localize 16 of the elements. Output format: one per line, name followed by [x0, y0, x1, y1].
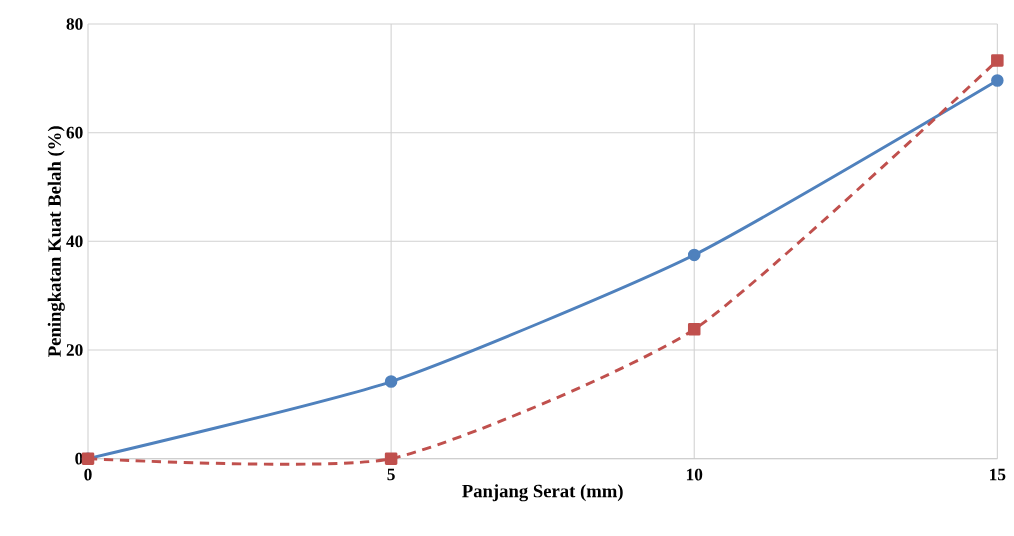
point	[991, 74, 1004, 87]
point	[991, 54, 1004, 67]
point	[687, 248, 701, 262]
y-axis-title: Peningkatan Kuat Belah (%)	[47, 126, 65, 357]
x-tick-label: 0	[84, 468, 92, 481]
y-tick-label: 80	[66, 18, 83, 30]
point	[687, 323, 701, 336]
point	[384, 452, 398, 465]
y-tick-label: 20	[66, 344, 83, 356]
x-tick-label: 5	[387, 468, 395, 481]
y-tick-label: 40	[66, 235, 83, 248]
x-tick-label: 10	[686, 468, 703, 481]
x-axis-title: Panjang Serat (mm)	[462, 484, 623, 502]
y-tick-label: 60	[66, 126, 83, 139]
x-tick-label: 15	[990, 468, 1006, 481]
point	[384, 375, 398, 388]
